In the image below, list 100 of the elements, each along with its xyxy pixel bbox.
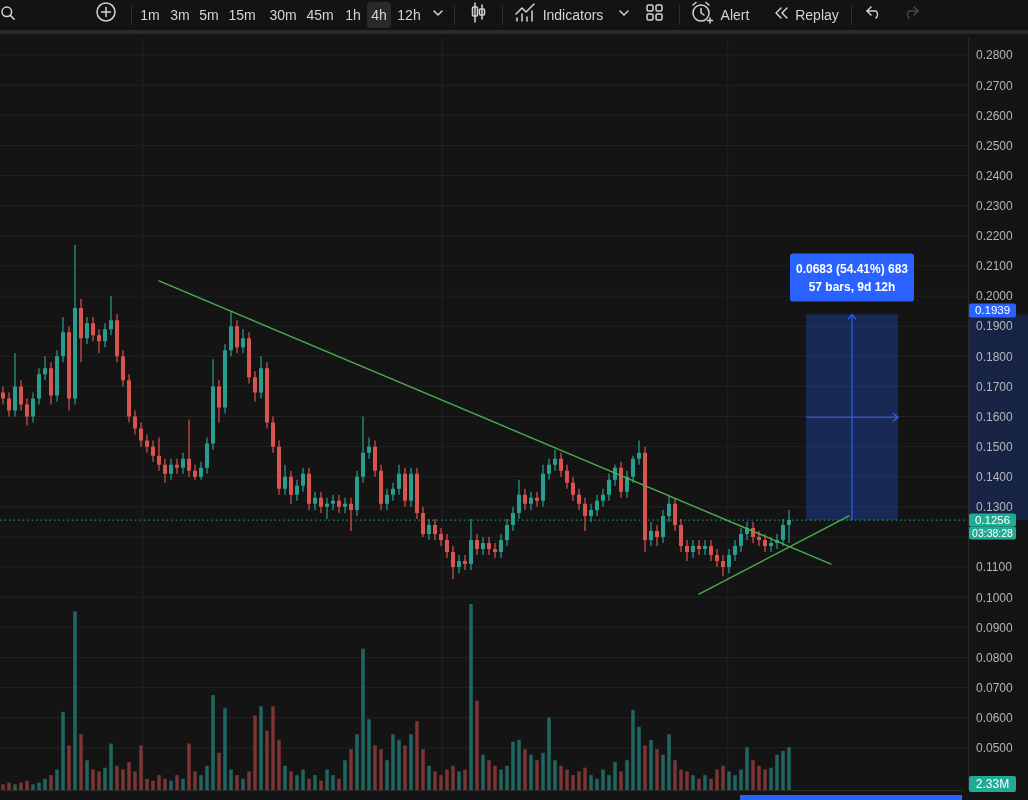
candlestick — [289, 470, 293, 504]
candlestick — [241, 329, 245, 354]
candlestick — [619, 461, 623, 498]
candlestick — [565, 464, 569, 489]
bar — [205, 765, 209, 790]
text: 15m — [228, 7, 256, 23]
candlestick — [691, 540, 695, 559]
bar — [685, 771, 689, 790]
bar — [403, 745, 407, 790]
candlestick — [583, 497, 587, 531]
candlestick — [685, 540, 689, 562]
candlestick — [103, 323, 107, 348]
bar — [469, 604, 473, 790]
y-tick-label: 0.2800 — [976, 48, 1014, 63]
candlestick — [151, 440, 155, 462]
candlestick — [19, 380, 23, 411]
bar — [781, 750, 785, 790]
bar — [667, 734, 671, 790]
candlestick — [415, 467, 419, 519]
bar — [361, 648, 365, 790]
candlestick — [325, 497, 329, 519]
y-tick-label: 0.2400 — [976, 168, 1014, 183]
candlestick — [223, 344, 227, 414]
candlestick — [163, 458, 167, 483]
bar — [187, 743, 191, 790]
candlestick — [7, 392, 11, 417]
y-tick-label: 0.1900 — [976, 319, 1014, 334]
candlestick — [49, 362, 53, 405]
candlestick — [349, 497, 353, 531]
bar — [427, 765, 431, 790]
candlestick — [397, 464, 401, 495]
bar — [127, 762, 131, 790]
bar — [295, 775, 299, 790]
candlestick — [109, 296, 113, 336]
candlestick — [727, 549, 731, 574]
bar — [85, 760, 89, 790]
bar — [415, 721, 419, 790]
bar — [475, 700, 479, 790]
candlestick — [763, 533, 767, 553]
bar — [637, 726, 641, 790]
bar — [721, 765, 725, 790]
candlestick — [757, 530, 761, 547]
candlestick — [661, 509, 665, 544]
text: Alert — [720, 7, 750, 23]
bar — [553, 760, 557, 790]
bar — [565, 769, 569, 790]
bar — [727, 771, 731, 790]
bar — [409, 734, 413, 790]
candlestick — [673, 497, 677, 531]
y-tick-label: 0.1600 — [976, 409, 1014, 424]
bar — [241, 778, 245, 790]
candlestick — [595, 494, 599, 516]
candlestick — [25, 398, 29, 426]
y-tick-label: 0.2700 — [976, 78, 1014, 93]
bar — [607, 775, 611, 790]
bar — [313, 775, 317, 790]
bar — [319, 780, 323, 790]
bar — [31, 784, 35, 790]
bar — [253, 715, 257, 790]
bar — [589, 775, 593, 790]
candlestick — [739, 527, 743, 553]
bar — [157, 775, 161, 790]
bar — [583, 767, 587, 790]
candlestick — [541, 464, 545, 507]
bar — [673, 760, 677, 790]
candlestick — [733, 540, 737, 562]
candlestick — [745, 521, 749, 540]
bar — [199, 775, 203, 790]
candlestick — [145, 434, 149, 453]
bar — [115, 765, 119, 790]
y-tick-label: 0.1800 — [976, 349, 1014, 364]
bar — [529, 754, 533, 790]
candlestick — [487, 536, 491, 556]
candlestick — [529, 491, 533, 510]
candlestick — [625, 470, 629, 498]
bar — [535, 760, 539, 790]
y-tick-label: 0.1100 — [976, 560, 1013, 575]
text: 0.1939 — [974, 304, 1011, 317]
bar — [343, 760, 347, 790]
candlestick — [463, 555, 467, 571]
bar — [769, 767, 773, 790]
candlestick — [91, 317, 95, 342]
bar — [691, 775, 695, 790]
bar — [109, 743, 113, 790]
candlestick — [385, 488, 389, 510]
bar — [703, 775, 707, 790]
y-tick-label: 0.2200 — [976, 229, 1014, 244]
candlestick — [67, 326, 71, 411]
bar — [517, 739, 521, 790]
candlestick — [277, 440, 281, 495]
candlestick — [409, 467, 413, 507]
bar — [775, 754, 779, 790]
bar — [649, 739, 653, 790]
bar — [373, 745, 377, 790]
bar — [385, 760, 389, 790]
text: Replay — [795, 7, 839, 23]
candlestick — [403, 467, 407, 507]
candlestick — [457, 555, 461, 574]
bar — [757, 765, 761, 790]
bar — [61, 711, 65, 790]
